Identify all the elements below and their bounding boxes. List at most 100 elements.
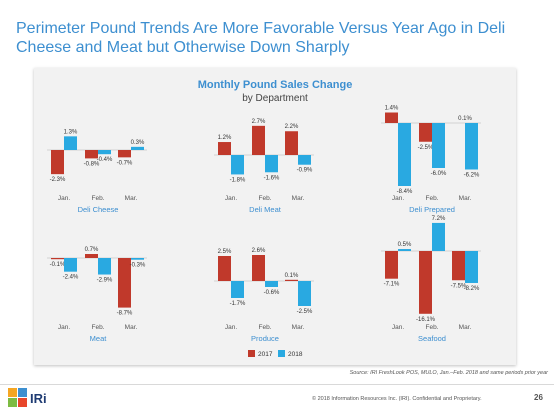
deli-prepared-bar-2017-0 <box>385 112 398 123</box>
legend-swatch-2017 <box>248 350 255 357</box>
deli-cheese-panel-label: Deli Cheese <box>78 205 119 214</box>
meat-data-label: -2.4% <box>63 275 79 281</box>
seafood-bar-2017-2 <box>452 251 465 281</box>
produce-tick-label: Feb. <box>258 324 271 331</box>
meat-data-label: -2.9% <box>97 278 113 284</box>
chart-title: Monthly Pound Sales Change <box>198 79 353 91</box>
deli-cheese-bar-2017-2 <box>118 150 131 158</box>
legend-label-2018: 2018 <box>288 351 303 358</box>
meat-panel-label: Meat <box>90 334 108 343</box>
chart-panel: Monthly Pound Sales Change by Department… <box>34 68 516 365</box>
produce-panel-label: Produce <box>251 334 279 343</box>
iri-logo: IRi <box>8 388 47 407</box>
seafood-bar-2018-2 <box>465 251 478 283</box>
deli-meat-bar-2017-1 <box>252 125 265 155</box>
deli-prepared-tick-label: Mar. <box>459 195 472 202</box>
seafood-data-label: 7.2% <box>432 216 446 222</box>
deli-meat-bar-2018-0 <box>231 155 244 175</box>
meat-tick-label: Jan. <box>58 324 70 331</box>
deli-cheese-bar-2017-1 <box>85 150 98 159</box>
deli-meat-bar-2018-2 <box>298 155 311 165</box>
deli-cheese-bar-2017-0 <box>51 150 64 175</box>
deli-prepared-bar-2018-2 <box>465 123 478 170</box>
meat-tick-label: Mar. <box>125 324 138 331</box>
seafood-data-label: -7.5% <box>451 283 467 289</box>
deli-prepared-bar-2017-1 <box>419 123 432 142</box>
deli-meat-data-label: 1.2% <box>218 135 232 141</box>
deli-prepared-tick-label: Feb. <box>425 195 438 202</box>
deli-cheese-data-label: 1.3% <box>64 129 78 135</box>
meat-bar-2017-2 <box>118 258 131 308</box>
deli-meat-bar-2017-2 <box>285 131 298 155</box>
deli-meat-tick-label: Feb. <box>258 195 271 202</box>
page-number: 26 <box>534 393 543 402</box>
deli-cheese-tick-label: Feb. <box>91 195 104 202</box>
deli-cheese-data-label: -0.7% <box>117 160 133 166</box>
produce-data-label: -0.6% <box>264 290 280 296</box>
deli-prepared-bar-2018-1 <box>432 123 445 168</box>
legend-label-2017: 2017 <box>258 351 273 358</box>
deli-prepared-panel-label: Deli Prepared <box>409 205 455 214</box>
deli-cheese-bar-2018-1 <box>98 150 111 155</box>
deli-meat-data-label: -1.8% <box>230 177 246 183</box>
produce-data-label: -1.7% <box>230 301 246 307</box>
meat-bar-2018-1 <box>98 258 111 275</box>
deli-cheese-data-label: -0.8% <box>84 161 100 167</box>
produce-data-label: -2.5% <box>297 309 313 315</box>
seafood-panel-label: Seafood <box>418 334 446 343</box>
seafood-data-label: -7.1% <box>384 282 400 288</box>
deli-meat-panel-label: Deli Meat <box>249 205 282 214</box>
chart-svg: Monthly Pound Sales Change by Department… <box>47 79 481 358</box>
produce-bar-2018-1 <box>265 281 278 287</box>
produce-tick-label: Jan. <box>225 324 237 331</box>
produce-data-label: 0.1% <box>285 273 299 279</box>
deli-meat-bar-2018-1 <box>265 155 278 173</box>
deli-meat-tick-label: Jan. <box>225 195 237 202</box>
produce-data-label: 2.6% <box>252 248 266 254</box>
legend-swatch-2018 <box>278 350 285 357</box>
source-note: Source: IRI FreshLook POS, MULO, Jan.–Fe… <box>349 370 548 376</box>
deli-prepared-data-label: -6.0% <box>431 171 447 177</box>
deli-cheese-data-label: -0.4% <box>97 157 113 163</box>
produce-bar-2017-0 <box>218 256 231 281</box>
seafood-data-label: -8.2% <box>464 286 480 292</box>
deli-prepared-data-label: -6.2% <box>464 173 480 179</box>
deli-meat-data-label: -1.6% <box>264 175 280 181</box>
meat-bar-2018-2 <box>131 258 144 260</box>
meat-data-label: -0.1% <box>50 262 66 268</box>
deli-meat-data-label: 2.7% <box>252 119 266 125</box>
seafood-tick-label: Mar. <box>459 324 472 331</box>
deli-cheese-tick-label: Jan. <box>58 195 70 202</box>
chart-subtitle: by Department <box>242 93 308 104</box>
meat-data-label: 0.7% <box>85 247 99 253</box>
deli-cheese-tick-label: Mar. <box>125 195 138 202</box>
deli-cheese-bar-2018-2 <box>131 146 144 150</box>
seafood-bar-2018-1 <box>432 222 445 251</box>
deli-prepared-data-label: 0.1% <box>458 116 472 122</box>
produce-bar-2018-2 <box>298 281 311 306</box>
seafood-data-label: -16.1% <box>416 317 436 323</box>
deli-cheese-bar-2018-0 <box>64 136 77 150</box>
produce-tick-label: Mar. <box>292 324 305 331</box>
deli-meat-data-label: 2.2% <box>285 124 299 130</box>
deli-meat-tick-label: Mar. <box>292 195 305 202</box>
meat-bar-2017-1 <box>85 254 98 258</box>
deli-cheese-data-label: -2.3% <box>50 177 66 183</box>
produce-bar-2017-1 <box>252 255 265 281</box>
seafood-tick-label: Feb. <box>425 324 438 331</box>
copyright-text: © 2018 Information Resources Inc. (IRI).… <box>312 396 482 402</box>
meat-data-label: -0.3% <box>130 263 146 269</box>
produce-bar-2017-2 <box>285 279 298 281</box>
meat-tick-label: Feb. <box>91 324 104 331</box>
seafood-bar-2018-0 <box>398 249 411 251</box>
slide-title: Perimeter Pound Trends Are More Favorabl… <box>16 20 506 56</box>
deli-prepared-tick-label: Jan. <box>392 195 404 202</box>
footer-divider <box>0 384 554 385</box>
deli-cheese-data-label: 0.3% <box>131 140 145 146</box>
produce-bar-2018-0 <box>231 281 244 298</box>
seafood-bar-2017-0 <box>385 251 398 279</box>
meat-data-label: -8.7% <box>117 311 133 317</box>
deli-meat-data-label: -0.9% <box>297 168 313 174</box>
deli-prepared-data-label: -2.5% <box>418 145 434 151</box>
meat-bar-2018-0 <box>64 258 77 272</box>
